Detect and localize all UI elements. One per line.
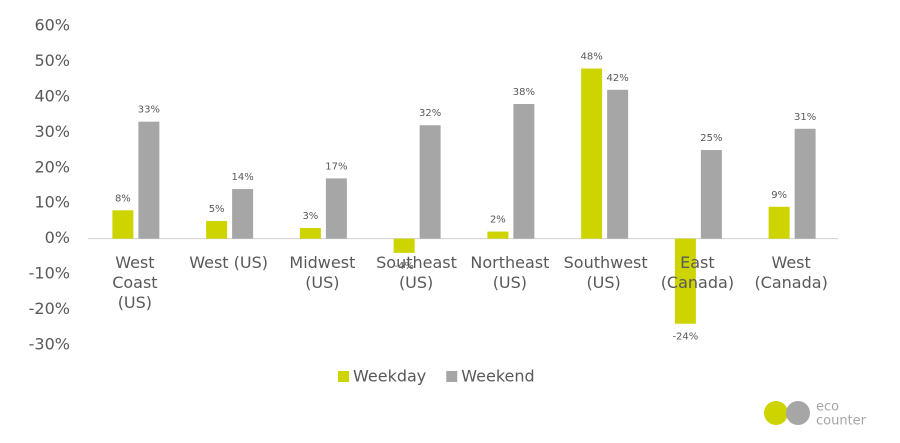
legend-label: Weekday (353, 367, 426, 386)
y-tick-label: 40% (34, 86, 70, 105)
bar (794, 128, 816, 239)
x-tick-label: Southwest (US) (563, 253, 648, 292)
x-tick-label: West (Canada) (754, 253, 828, 292)
logo-text: counter (816, 414, 867, 429)
value-label: 2% (490, 215, 506, 226)
bar (674, 238, 696, 324)
value-label: 32% (419, 108, 441, 119)
value-label: 17% (325, 161, 347, 172)
value-label: 5% (209, 204, 225, 215)
y-tick-label: -20% (29, 299, 70, 318)
value-label: 31% (794, 112, 816, 123)
logo-text: eco (816, 400, 839, 415)
legend-swatch (338, 371, 349, 382)
value-label: 33% (138, 105, 160, 116)
y-tick-label: 50% (34, 51, 70, 70)
value-label: 48% (581, 52, 603, 63)
value-label: 14% (232, 172, 254, 183)
bar (138, 121, 160, 239)
y-tick-label: 20% (34, 157, 70, 176)
value-label: 42% (607, 73, 629, 84)
y-tick-label: 60% (34, 16, 70, 35)
bar (206, 220, 228, 239)
bar (299, 228, 321, 239)
value-label: 38% (513, 87, 535, 98)
bar (607, 89, 629, 239)
x-tick-label: West (US) (189, 253, 269, 272)
bar (419, 125, 441, 239)
value-label: -24% (672, 332, 698, 343)
value-label: 8% (115, 193, 131, 204)
value-label: -4% (394, 261, 413, 272)
legend-label: Weekend (461, 367, 534, 386)
legend-swatch (446, 371, 458, 382)
y-tick-label: 0% (45, 228, 70, 247)
bar (393, 238, 415, 253)
y-tick-label: 10% (34, 193, 70, 212)
x-tick-label: East (Canada) (660, 253, 735, 292)
x-tick-label: Midwest (US) (289, 253, 356, 292)
x-tick-label: Northeast (US) (470, 253, 550, 292)
y-tick-label: -10% (29, 264, 70, 283)
logo-icon (764, 401, 810, 425)
bar (700, 150, 722, 239)
bar (513, 103, 535, 239)
bar (325, 178, 347, 239)
value-label: 3% (302, 211, 318, 222)
x-tick-label: West Coast (US) (112, 253, 158, 312)
bar (487, 231, 509, 239)
y-tick-label: -30% (29, 335, 70, 354)
value-label: 25% (700, 133, 722, 144)
x-tick-label: Southeast (US) (376, 253, 457, 292)
bar (232, 189, 254, 239)
bar (768, 206, 790, 239)
y-tick-label: 30% (34, 122, 70, 141)
bar (112, 210, 134, 239)
bar (581, 68, 603, 239)
value-label: 9% (771, 190, 787, 201)
